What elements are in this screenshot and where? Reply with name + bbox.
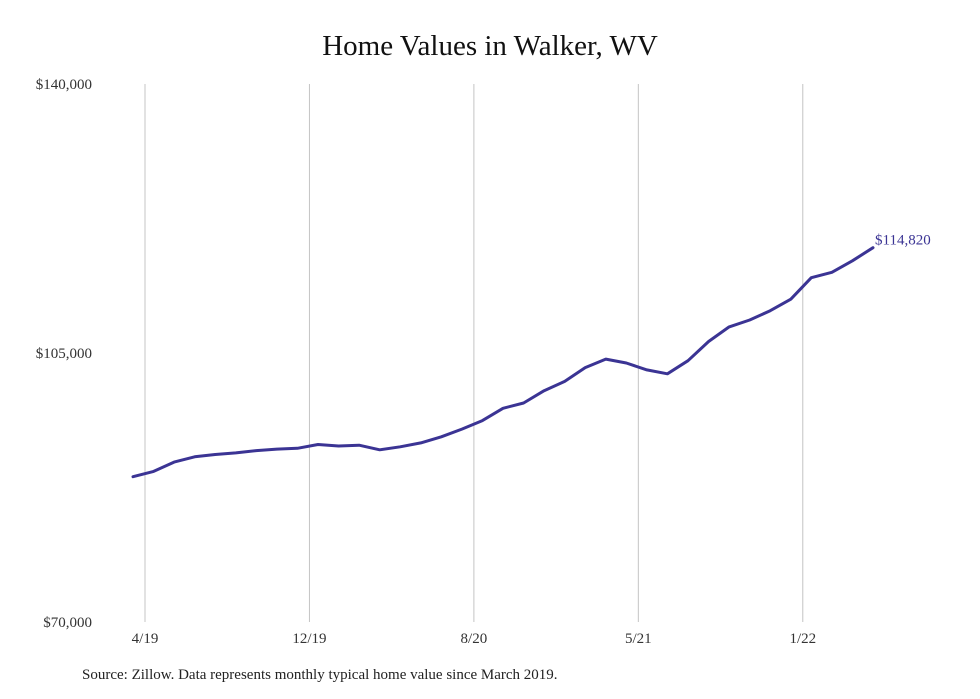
vertical-gridlines (144, 84, 804, 622)
x-tick-label: 1/22 (789, 631, 816, 647)
source-note: Source: Zillow. Data represents monthly … (82, 667, 558, 683)
y-tick-label: $70,000 (43, 615, 92, 631)
x-tick-label: 5/21 (625, 631, 652, 647)
x-tick-label: 12/19 (292, 631, 326, 647)
x-tick-label: 8/20 (461, 631, 488, 647)
y-tick-label: $140,000 (36, 77, 92, 93)
x-tick-label: 4/19 (132, 631, 159, 647)
end-value-label: $114,820 (875, 233, 931, 249)
page-title: Home Values in Walker, WV (322, 30, 658, 62)
y-axis-ticks: $70,000 $105,000 $140,000 (36, 77, 92, 631)
series-line (131, 246, 875, 479)
x-axis-ticks: 4/19 12/19 8/20 5/21 1/22 (132, 631, 816, 647)
y-tick-label: $105,000 (36, 346, 92, 362)
